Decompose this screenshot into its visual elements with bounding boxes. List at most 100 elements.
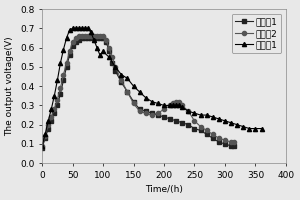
对比例1 [174, 120, 178, 122]
实施例1 [242, 125, 245, 128]
实施例1 [132, 85, 135, 87]
对比例1 [199, 129, 202, 132]
对比例2 [193, 120, 196, 122]
X-axis label: Time/(h): Time/(h) [145, 185, 183, 194]
实施例1 [126, 77, 129, 80]
对比例2 [62, 73, 65, 76]
对比例1 [98, 37, 102, 39]
对比例1 [187, 124, 190, 126]
对比例1 [80, 37, 83, 39]
对比例1 [101, 37, 105, 39]
实施例1 [101, 50, 105, 53]
对比例2 [89, 35, 93, 37]
对比例1 [150, 112, 154, 114]
对比例2 [162, 108, 166, 110]
对比例1 [119, 81, 123, 83]
对比例2 [187, 110, 190, 112]
对比例2 [199, 125, 202, 128]
对比例2 [50, 116, 53, 118]
对比例2 [205, 129, 208, 132]
实施例1 [52, 95, 56, 97]
实施例1 [46, 120, 50, 122]
对比例1 [107, 50, 111, 53]
实施例1 [156, 102, 160, 105]
对比例2 [52, 108, 56, 110]
对比例2 [174, 100, 178, 103]
实施例1 [138, 91, 141, 93]
对比例2 [101, 35, 105, 37]
对比例2 [104, 39, 108, 41]
实施例1 [254, 127, 257, 130]
对比例1 [62, 79, 65, 82]
对比例2 [181, 104, 184, 107]
实施例1 [187, 110, 190, 112]
实施例1 [235, 124, 239, 126]
对比例1 [86, 37, 90, 39]
实施例1 [260, 127, 263, 130]
对比例2 [71, 41, 74, 43]
实施例1 [113, 66, 117, 68]
对比例2 [107, 46, 111, 49]
实施例1 [80, 27, 83, 30]
Y-axis label: The output voltage(V): The output voltage(V) [6, 36, 15, 136]
对比例1 [162, 116, 166, 118]
对比例2 [113, 66, 117, 68]
实施例1 [68, 29, 71, 31]
对比例1 [83, 37, 87, 39]
实施例1 [65, 37, 68, 39]
对比例2 [80, 35, 83, 37]
Line: 对比例1: 对比例1 [40, 36, 236, 150]
实施例1 [77, 27, 80, 30]
实施例1 [83, 27, 87, 30]
对比例2 [74, 37, 77, 39]
实施例1 [62, 48, 65, 51]
Line: 对比例2: 对比例2 [40, 34, 236, 148]
实施例1 [40, 145, 44, 147]
实施例1 [177, 104, 181, 107]
实施例1 [74, 27, 77, 30]
对比例1 [168, 118, 172, 120]
实施例1 [193, 112, 196, 114]
对比例2 [40, 145, 44, 147]
实施例1 [50, 108, 53, 110]
实施例1 [171, 104, 175, 107]
对比例2 [138, 110, 141, 112]
对比例1 [126, 91, 129, 93]
对比例2 [168, 104, 172, 107]
对比例1 [229, 145, 233, 147]
对比例1 [211, 137, 214, 139]
对比例1 [56, 104, 59, 107]
对比例2 [211, 133, 214, 136]
对比例1 [113, 70, 117, 72]
实施例1 [89, 31, 93, 33]
对比例2 [68, 50, 71, 53]
对比例2 [58, 87, 62, 89]
实施例1 [211, 116, 214, 118]
实施例1 [205, 114, 208, 116]
对比例2 [119, 79, 123, 82]
实施例1 [144, 97, 148, 99]
对比例1 [74, 41, 77, 43]
实施例1 [56, 79, 59, 82]
对比例2 [126, 91, 129, 93]
对比例1 [77, 39, 80, 41]
对比例2 [92, 35, 96, 37]
对比例1 [138, 108, 141, 110]
对比例2 [44, 135, 47, 137]
对比例1 [232, 145, 236, 147]
实施例1 [174, 104, 178, 107]
对比例1 [144, 110, 148, 112]
实施例1 [162, 104, 166, 107]
实施例1 [229, 122, 233, 124]
对比例1 [95, 37, 99, 39]
对比例1 [217, 141, 220, 143]
对比例2 [171, 102, 175, 105]
对比例2 [86, 35, 90, 37]
实施例1 [92, 39, 96, 41]
对比例1 [58, 93, 62, 95]
实施例1 [181, 106, 184, 109]
对比例1 [132, 100, 135, 103]
对比例1 [46, 127, 50, 130]
Line: 实施例1: 实施例1 [40, 26, 264, 148]
实施例1 [44, 133, 47, 136]
